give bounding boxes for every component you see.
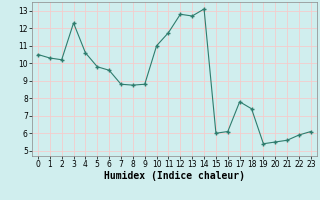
X-axis label: Humidex (Indice chaleur): Humidex (Indice chaleur) xyxy=(104,171,245,181)
